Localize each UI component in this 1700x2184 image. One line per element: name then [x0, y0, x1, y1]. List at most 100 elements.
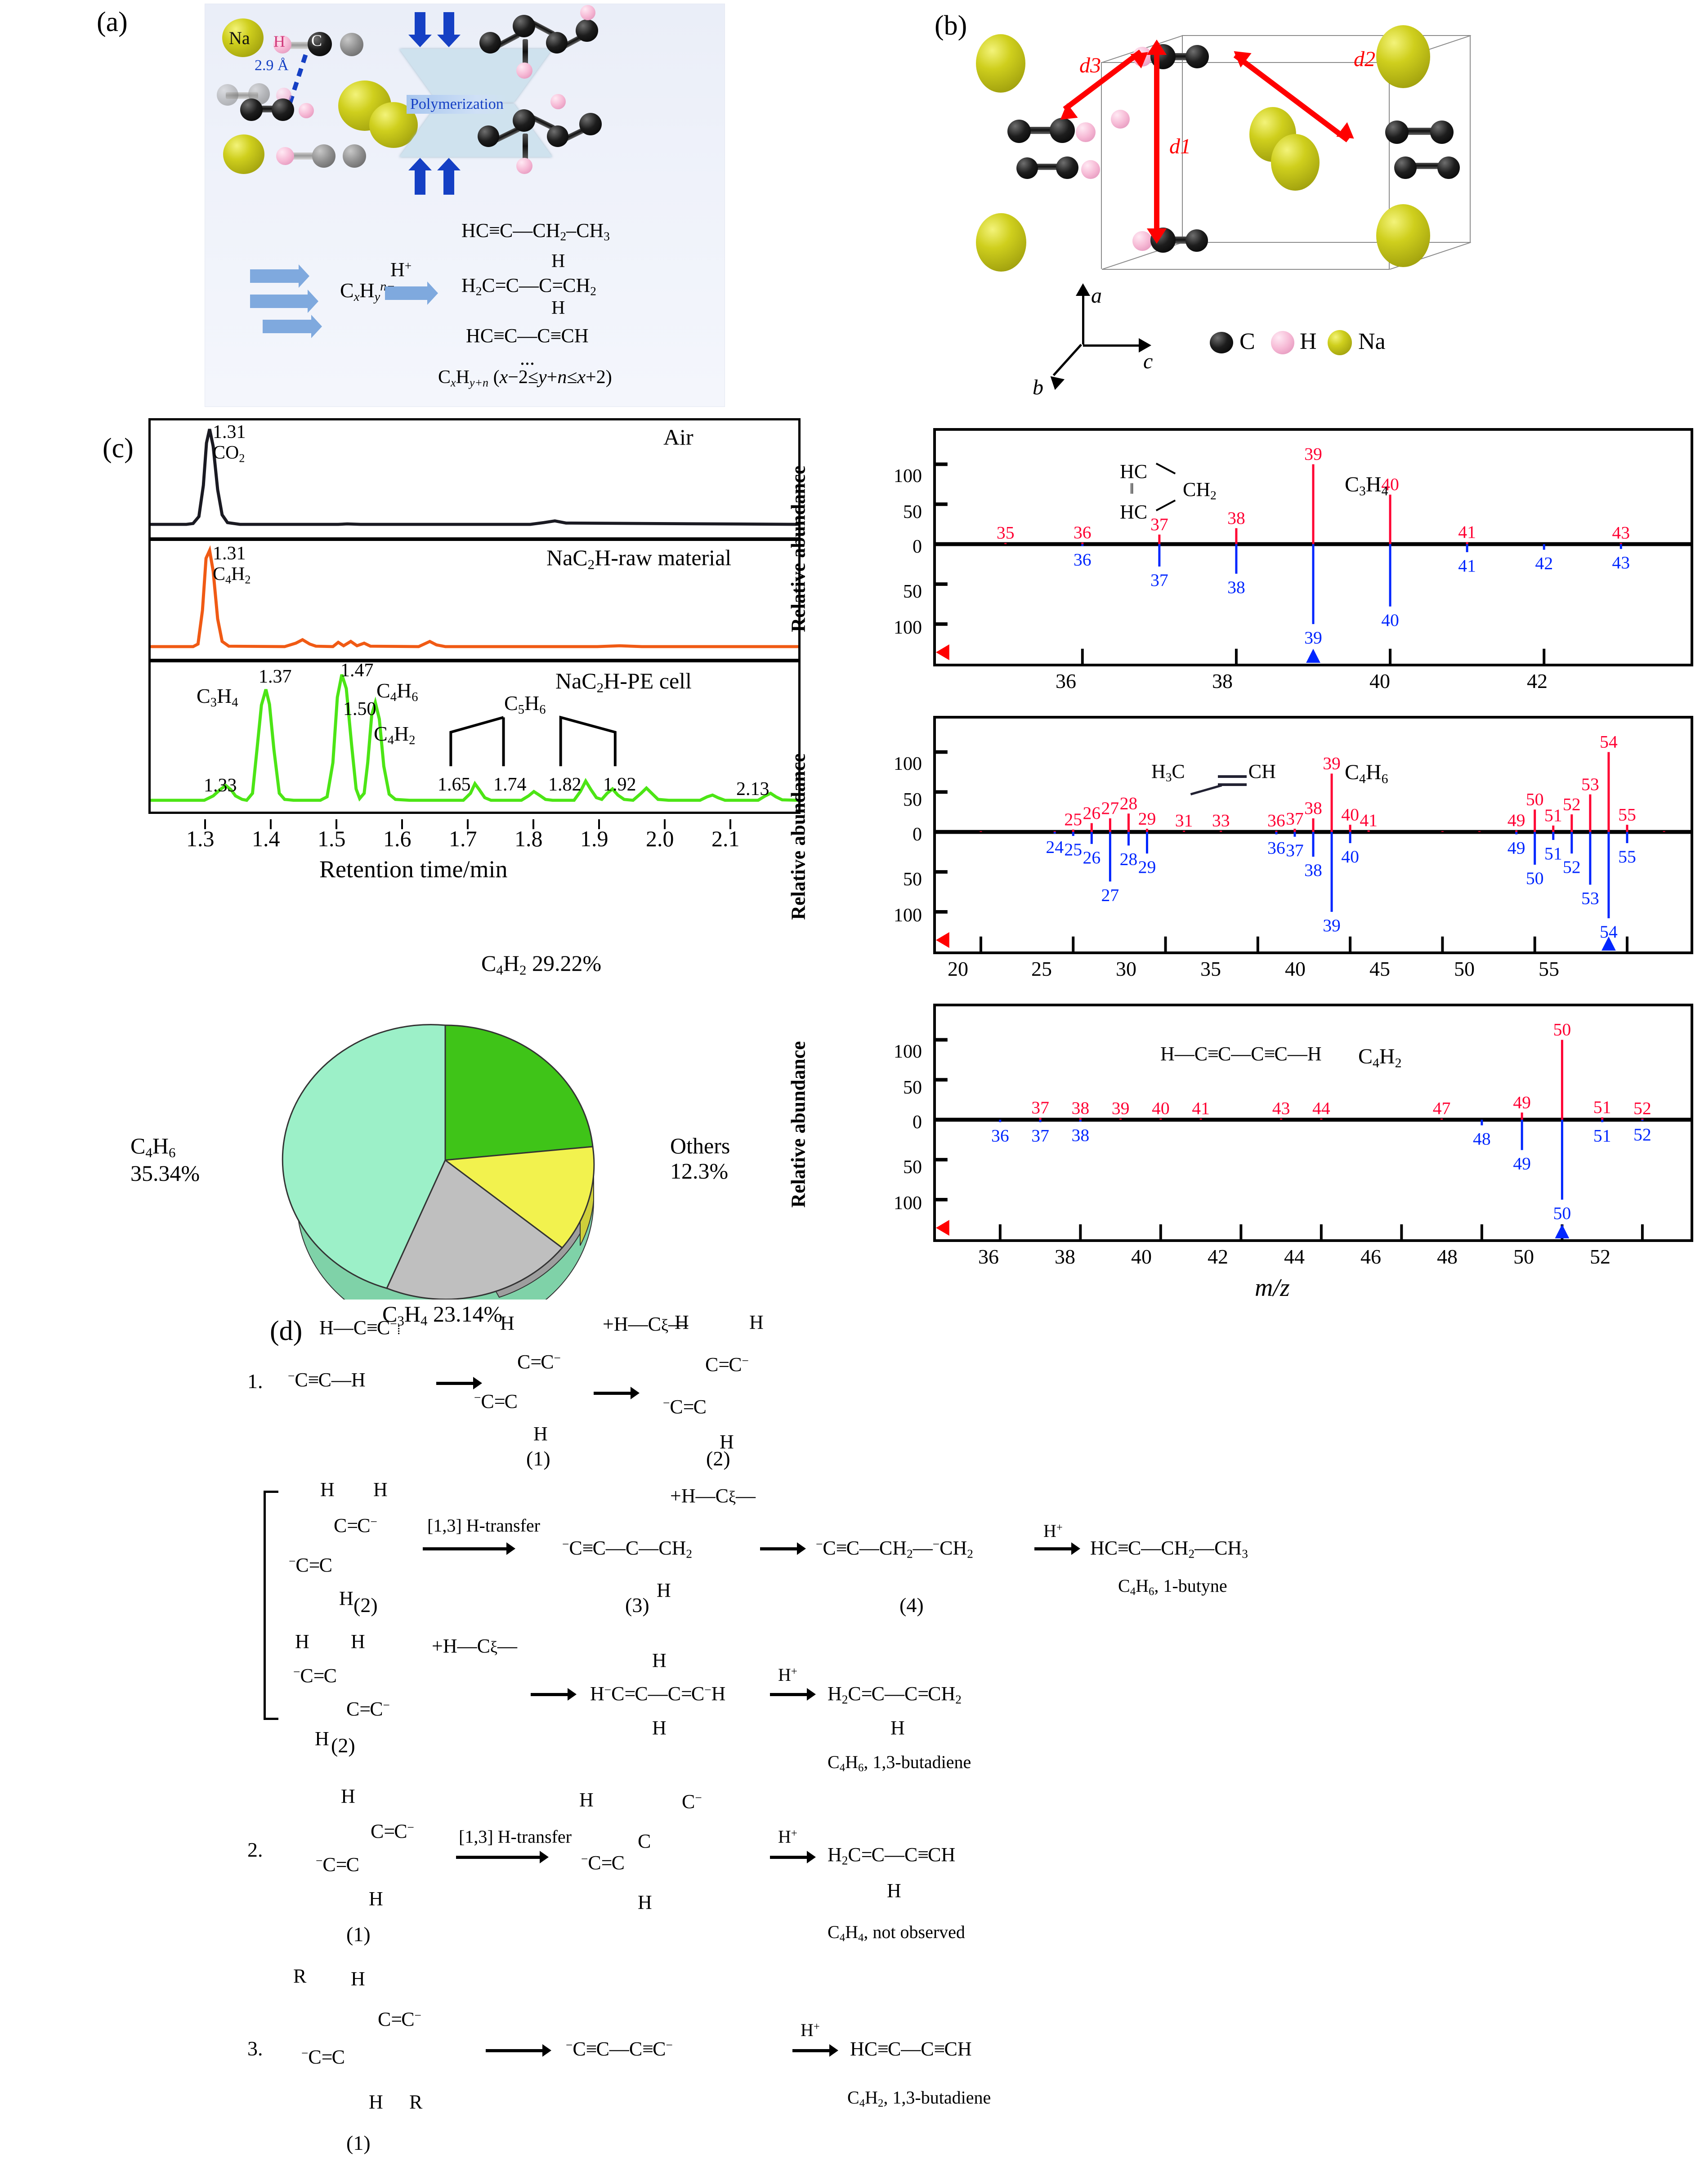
- general-formula: CxHy+n (x−2≤y+n≤x+2): [438, 367, 612, 389]
- mech-r4-product-label: C4H4, not observed: [828, 1922, 965, 1944]
- svg-text:37: 37: [1150, 514, 1168, 534]
- mech-r2-hc-fragment: +H—Cξ—: [670, 1485, 756, 1507]
- c-label: C: [311, 31, 322, 49]
- svg-text:49: 49: [1508, 810, 1526, 830]
- mech-r1-arrow-2: [594, 1387, 640, 1399]
- svg-text:52: 52: [1563, 795, 1581, 814]
- axis-label-c: c: [1143, 349, 1153, 373]
- ms-ylabel-c4h2: Relative abundance: [787, 1041, 810, 1208]
- pe-peak-1-74: 1.74: [493, 774, 527, 795]
- ms-xtick-c4h2: 36: [978, 1245, 999, 1268]
- panel-a-illustration: Na H C 2.9 Å Polymerization: [205, 4, 725, 407]
- svg-text:36: 36: [991, 1126, 1009, 1146]
- ms-xtick-c4h6: 40: [1285, 957, 1306, 980]
- mech-r3-hc-fragment: +H—Cξ—: [432, 1635, 517, 1657]
- svg-text:37: 37: [1031, 1126, 1049, 1146]
- mech-r2-c: H: [339, 1587, 353, 1609]
- chromatogram-trace-raw: 1.31 C4H2 NaC2H-raw material: [148, 539, 801, 661]
- svg-text:27: 27: [1101, 885, 1119, 905]
- c-atom: [312, 144, 336, 168]
- axis-a-head: [1076, 283, 1090, 296]
- c-atom: [340, 33, 363, 56]
- ms-xtick-c4h6: 35: [1200, 957, 1221, 980]
- svg-text:43: 43: [1272, 1099, 1290, 1118]
- svg-text:41: 41: [1458, 522, 1476, 542]
- mech-r1-reactant-top: H—C≡C−⁞: [319, 1317, 401, 1339]
- mech-label-2b: (2): [353, 1594, 378, 1617]
- mech-r3-c: H: [315, 1728, 329, 1750]
- svg-text:40: 40: [1152, 1099, 1170, 1118]
- mech-r5-b: −C=C: [301, 2046, 345, 2068]
- svg-text:37: 37: [1286, 840, 1304, 860]
- d1-text: d1: [1169, 134, 1191, 158]
- legend-na-swatch: [1328, 330, 1352, 355]
- ms-xtick-c3h4: 42: [1527, 670, 1548, 692]
- mech-r2-arrow-3: [1034, 1542, 1080, 1555]
- c-atom: [217, 84, 238, 106]
- c-xtick-label: 1.9: [580, 826, 608, 851]
- panel-d-letter: (d): [270, 1316, 303, 1346]
- mech-r2-b: −C=C: [289, 1554, 332, 1576]
- svg-text:42: 42: [1535, 554, 1553, 573]
- mech-r3-arrow-1: [531, 1688, 577, 1701]
- ms-ylabel-c4h6: Relative abundance: [787, 753, 810, 920]
- mech-r1-hc-fragment: +H—Cξ—: [603, 1313, 688, 1335]
- na-atom: [223, 134, 264, 174]
- pie-value-others: 12.3: [670, 1158, 710, 1184]
- mech-r1-product-h2: H: [749, 1311, 764, 1333]
- panel-a-letter: (a): [97, 7, 128, 37]
- pie-slice-c3h4: [385, 1159, 564, 1300]
- d1-head-down: [1147, 228, 1167, 244]
- legend-c-label: C: [1239, 329, 1255, 354]
- svg-text:40: 40: [1381, 610, 1399, 630]
- anion-h: H: [359, 279, 375, 302]
- pie-value-c4h2: 29.22: [532, 951, 583, 976]
- axis-b-head: [1045, 371, 1065, 390]
- svg-text:38: 38: [1304, 861, 1322, 880]
- svg-text:49: 49: [1508, 838, 1526, 858]
- mech-step-2: 2.: [247, 1838, 263, 1861]
- ms-xlabel: m/z: [1255, 1274, 1290, 1302]
- mech-r4-arrow-1: [456, 1851, 549, 1863]
- svg-text:47: 47: [1433, 1099, 1451, 1118]
- svg-text:39: 39: [1304, 628, 1322, 648]
- mech-r2-product-label: C4H6, 1-butyne: [1118, 1576, 1227, 1598]
- mech-r2-h1: H: [320, 1478, 335, 1501]
- h-atom: [276, 147, 294, 165]
- mech-r2-inter-3: −C≡C—C—CH2: [562, 1537, 693, 1561]
- d3-text: d3: [1079, 54, 1101, 77]
- ms-xaxis-c3h4: 36 38 40 42: [933, 666, 1693, 698]
- chromatogram-trace-pe: 1.33 1.37 C3H4 1.47 C4H6 1.50 C4H2 1.65 …: [148, 660, 801, 814]
- svg-text:29: 29: [1138, 809, 1156, 829]
- c-xtick-label: 1.6: [383, 826, 412, 851]
- anion-x: x: [353, 290, 360, 304]
- svg-text:36: 36: [1267, 838, 1285, 858]
- chromatogram-xlabel: Retention time/min: [319, 856, 508, 883]
- c-xtick-label: 1.3: [186, 826, 215, 851]
- mech-r3-h1: H: [295, 1630, 309, 1653]
- svg-text:24: 24: [1046, 837, 1064, 857]
- svg-text:41: 41: [1192, 1099, 1210, 1118]
- anion-y: y: [374, 290, 380, 304]
- mech-r3-h2: H: [351, 1630, 365, 1653]
- pe-peak-1-50: 1.50: [343, 699, 376, 719]
- mech-r5-proton: H+: [801, 2020, 820, 2040]
- axes-triad: a b c: [1033, 283, 1205, 399]
- mech-label-1c: (1): [346, 2131, 371, 2154]
- svg-text:49: 49: [1513, 1154, 1531, 1174]
- svg-text:38: 38: [1304, 798, 1322, 818]
- c-xtick-label: 1.8: [514, 826, 543, 851]
- mech-label-2c: (2): [331, 1734, 355, 1757]
- ms-xtick-c4h6: 55: [1539, 957, 1559, 980]
- distance-label-d1: d1: [1169, 134, 1191, 159]
- ms-ytick-c4h6: 50: [903, 869, 922, 890]
- product-1: HC≡C—CH2–CH3: [461, 219, 610, 243]
- pie-label-c4h6: C4H6 35.34%: [130, 1133, 200, 1186]
- svg-text:25: 25: [1064, 840, 1082, 859]
- mech-r2-arrow-1: [423, 1542, 515, 1555]
- svg-text:49: 49: [1513, 1093, 1531, 1112]
- c-atom: [343, 144, 366, 168]
- svg-text:29: 29: [1138, 857, 1156, 877]
- mech-label-2: (2): [706, 1447, 730, 1470]
- c-xtick-label: 1.7: [449, 826, 477, 851]
